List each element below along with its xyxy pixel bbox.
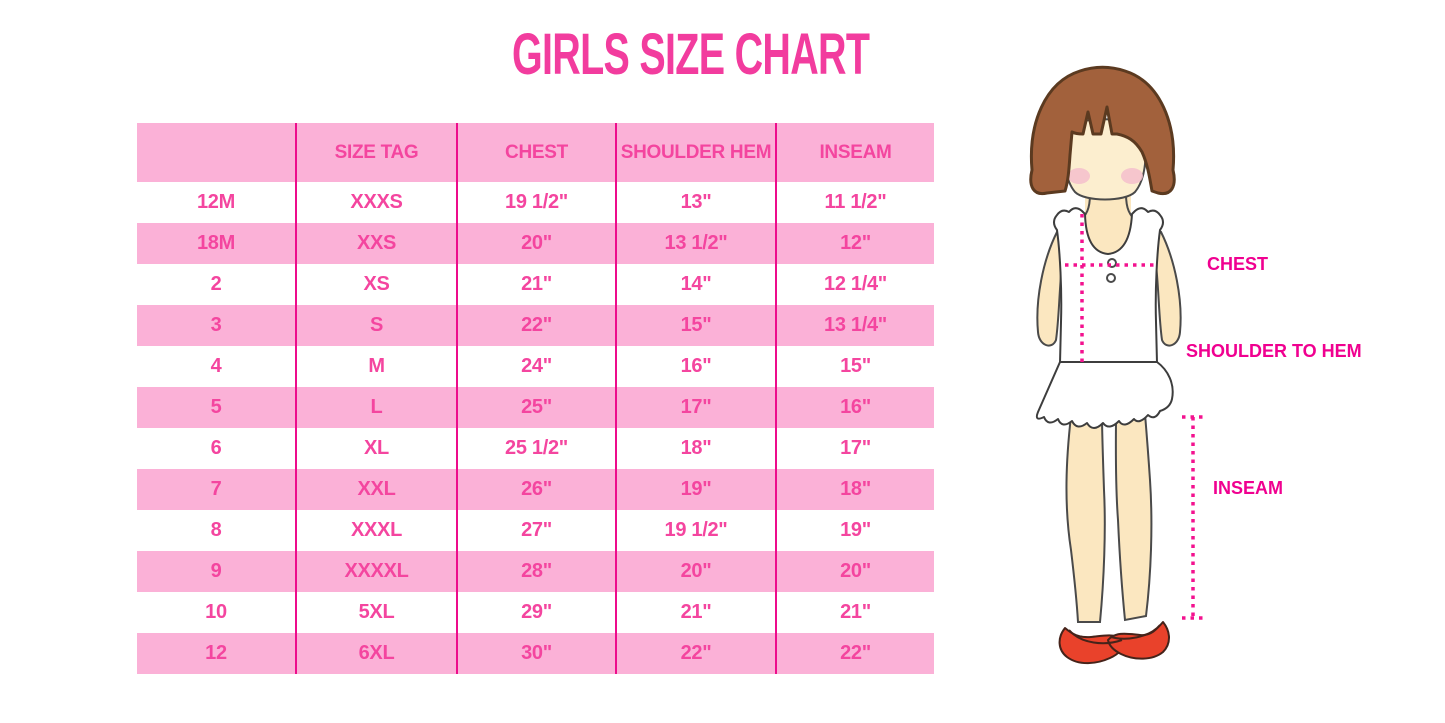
- cell-size-tag: S: [295, 305, 457, 346]
- cell-size-tag: XXL: [295, 469, 457, 510]
- cell-shoulder-hem: 19": [615, 469, 776, 510]
- cell-size: 2: [137, 264, 296, 305]
- girl-shirt: [1053, 207, 1164, 364]
- col-header-blank: [137, 123, 296, 182]
- table-row: 10 5XL 29" 21" 21": [137, 592, 934, 633]
- cell-size-tag: XXXXL: [295, 551, 457, 592]
- measurement-lines: [1065, 214, 1203, 620]
- cell-shoulder-hem: 15": [615, 305, 776, 346]
- cell-size-tag: L: [295, 387, 457, 428]
- cell-chest: 28": [456, 551, 616, 592]
- cell-chest: 30": [456, 633, 616, 674]
- cell-size: 6: [137, 428, 296, 469]
- cell-inseam: 16": [775, 387, 934, 428]
- cell-shoulder-hem: 14": [615, 264, 776, 305]
- header-row: SIZE TAG CHEST SHOULDER HEM INSEAM: [137, 123, 934, 182]
- cell-inseam: 12 1/4": [775, 264, 934, 305]
- table-row: 3 S 22" 15" 13 1/4": [137, 305, 934, 346]
- cell-size: 12M: [137, 182, 296, 223]
- girl-measurement-diagram: [1029, 65, 1203, 665]
- cell-chest: 24": [456, 346, 616, 387]
- size-table: SIZE TAG CHEST SHOULDER HEM INSEAM 12M X…: [137, 123, 934, 674]
- cell-size: 12: [137, 633, 296, 674]
- table-row: 12 6XL 30" 22" 22": [137, 633, 934, 674]
- cell-shoulder-hem: 18": [615, 428, 776, 469]
- table-row: 7 XXL 26" 19" 18": [137, 469, 934, 510]
- girl-shoes: [1058, 621, 1170, 665]
- table-row: 18M XXS 20" 13 1/2" 12": [137, 223, 934, 264]
- cell-size: 9: [137, 551, 296, 592]
- girl-legs: [1065, 412, 1153, 623]
- girl-blush-left: [1068, 168, 1090, 184]
- cell-inseam: 13 1/4": [775, 305, 934, 346]
- cell-inseam: 11 1/2": [775, 182, 934, 223]
- girl-skirt: [1035, 361, 1174, 429]
- cell-shoulder-hem: 19 1/2": [615, 510, 776, 551]
- table-row: 6 XL 25 1/2" 18" 17": [137, 428, 934, 469]
- cell-inseam: 22": [775, 633, 934, 674]
- cell-size: 3: [137, 305, 296, 346]
- cell-chest: 20": [456, 223, 616, 264]
- girl-blush-right: [1121, 168, 1143, 184]
- shoulder-to-hem-label: SHOULDER TO HEM: [1186, 341, 1362, 361]
- cell-chest: 27": [456, 510, 616, 551]
- cell-shoulder-hem: 16": [615, 346, 776, 387]
- cell-chest: 26": [456, 469, 616, 510]
- cell-chest: 21": [456, 264, 616, 305]
- table-row: 8 XXXL 27" 19 1/2" 19": [137, 510, 934, 551]
- col-header-inseam: INSEAM: [775, 123, 934, 182]
- cell-shoulder-hem: 13": [615, 182, 776, 223]
- girl-hair: [1029, 65, 1176, 196]
- table-row: 5 L 25" 17" 16": [137, 387, 934, 428]
- cell-size: 5: [137, 387, 296, 428]
- cell-inseam: 21": [775, 592, 934, 633]
- cell-inseam: 18": [775, 469, 934, 510]
- cell-size-tag: 5XL: [295, 592, 457, 633]
- page-title: GIRLS SIZE CHART: [512, 22, 870, 87]
- shirt-button-bottom: [1106, 273, 1116, 283]
- cell-size-tag: XXXL: [295, 510, 457, 551]
- cell-size-tag: XL: [295, 428, 457, 469]
- cell-shoulder-hem: 17": [615, 387, 776, 428]
- cell-size: 7: [137, 469, 296, 510]
- table-row: 9 XXXXL 28" 20" 20": [137, 551, 934, 592]
- col-header-chest: CHEST: [456, 123, 616, 182]
- chest-label: CHEST: [1207, 254, 1269, 274]
- cell-size-tag: XXS: [295, 223, 457, 264]
- cell-size-tag: M: [295, 346, 457, 387]
- cell-size-tag: XS: [295, 264, 457, 305]
- cell-inseam: 20": [775, 551, 934, 592]
- cell-size: 18M: [137, 223, 296, 264]
- cell-chest: 22": [456, 305, 616, 346]
- cell-chest: 19 1/2": [456, 182, 616, 223]
- cell-shoulder-hem: 22": [615, 633, 776, 674]
- cell-size-tag: 6XL: [295, 633, 457, 674]
- table-row: 12M XXXS 19 1/2" 13" 11 1/2": [137, 182, 934, 223]
- cell-shoulder-hem: 20": [615, 551, 776, 592]
- cell-inseam: 17": [775, 428, 934, 469]
- cell-chest: 25 1/2": [456, 428, 616, 469]
- cell-shoulder-hem: 21": [615, 592, 776, 633]
- col-header-shoulder-hem: SHOULDER HEM: [615, 123, 776, 182]
- col-header-size-tag: SIZE TAG: [295, 123, 457, 182]
- cell-inseam: 12": [775, 223, 934, 264]
- cell-size: 10: [137, 592, 296, 633]
- cell-size: 8: [137, 510, 296, 551]
- inseam-label: INSEAM: [1213, 478, 1284, 498]
- cell-size: 4: [137, 346, 296, 387]
- cell-chest: 29": [456, 592, 616, 633]
- cell-inseam: 19": [775, 510, 934, 551]
- table-row: 2 XS 21" 14" 12 1/4": [137, 264, 934, 305]
- cell-chest: 25": [456, 387, 616, 428]
- table-row: 4 M 24" 16" 15": [137, 346, 934, 387]
- cell-shoulder-hem: 13 1/2": [615, 223, 776, 264]
- cell-inseam: 15": [775, 346, 934, 387]
- cell-size-tag: XXXS: [295, 182, 457, 223]
